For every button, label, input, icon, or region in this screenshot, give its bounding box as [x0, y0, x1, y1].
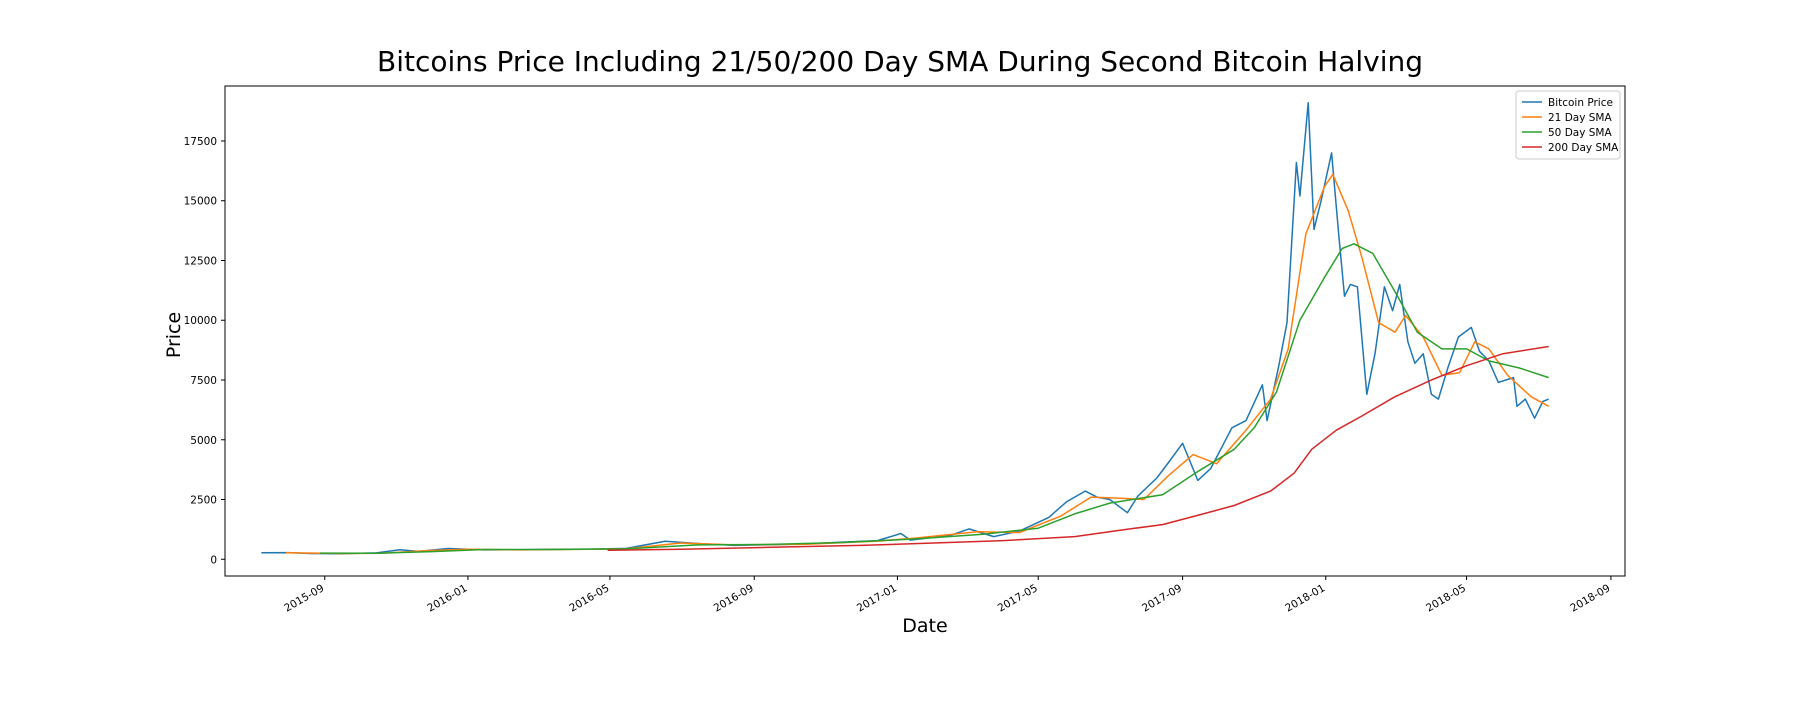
y-tick-label: 15000 [184, 196, 217, 208]
chart-title: Bitcoins Price Including 21/50/200 Day S… [377, 45, 1423, 78]
y-tick-label: 7500 [190, 375, 217, 387]
y-tick-label: 0 [210, 554, 217, 566]
x-tick-label: 2017-01 [855, 582, 899, 614]
legend-box [1515, 90, 1621, 160]
y-tick-label: 17500 [184, 136, 217, 148]
x-tick-label: 2018-01 [1283, 582, 1327, 614]
y-axis-ticks: 0 2500 5000 7500 10000 12500 15000 17500 [184, 136, 225, 566]
series-line-bitcoin-price [261, 101, 1549, 555]
series-line-50-day-sma [320, 243, 1549, 555]
x-tick-label: 2017-09 [1140, 582, 1184, 614]
x-tick-label: 2017-05 [996, 582, 1040, 614]
y-tick-label: 5000 [190, 435, 217, 447]
chart-legend: Bitcoin Price 21 Day SMA 50 Day SMA 200 Day… [1515, 90, 1621, 160]
legend-label: 21 Day SMA [1548, 112, 1612, 124]
x-axis-ticks: 2015-09 2016-01 2016-05 2016-09 2017-01 2017-… [282, 576, 1612, 615]
y-tick-label: 12500 [184, 255, 217, 267]
y-tick-label: 10000 [184, 315, 217, 327]
x-tick-label: 2016-09 [712, 582, 756, 614]
x-tick-label: 2018-09 [1568, 582, 1612, 614]
y-axis-label: Price [163, 312, 185, 358]
x-tick-label: 2015-09 [282, 582, 326, 614]
legend-label: 200 Day SMA [1548, 142, 1619, 154]
plot-area-frame [224, 85, 1626, 577]
x-axis-label: Date [902, 615, 947, 637]
x-tick-label: 2016-01 [425, 582, 469, 614]
series-line-200-day-sma [607, 345, 1549, 551]
series-lines [261, 101, 1550, 555]
series-line-21-day-sma [285, 173, 1550, 555]
x-tick-label: 2016-05 [567, 582, 611, 614]
x-tick-label: 2018-05 [1424, 582, 1468, 614]
legend-label: Bitcoin Price [1548, 97, 1613, 109]
legend-label: 50 Day SMA [1548, 127, 1612, 139]
y-tick-label: 2500 [190, 495, 217, 507]
